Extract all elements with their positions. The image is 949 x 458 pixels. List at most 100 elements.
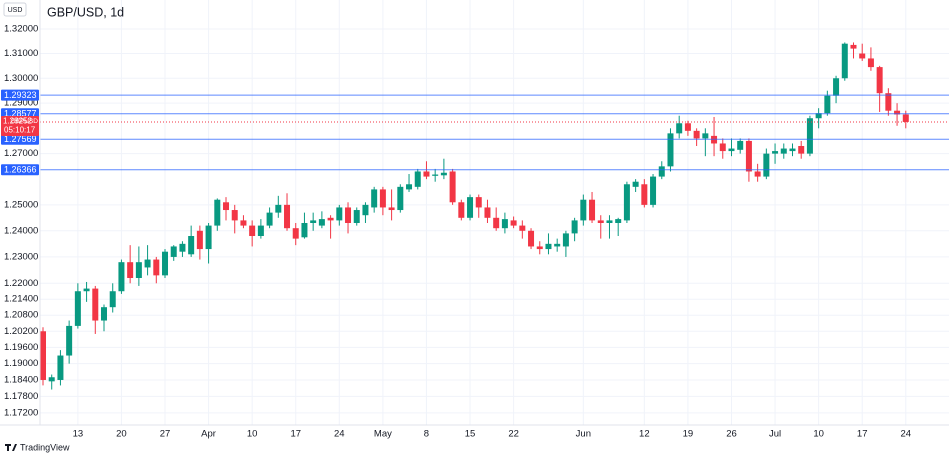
candle-body (353, 210, 360, 223)
candle-body (188, 236, 195, 255)
level-label: 1.28577 (4, 109, 37, 119)
candle-body (589, 199, 596, 221)
candle-body (170, 246, 177, 257)
candle-body (493, 217, 500, 229)
candle-body (606, 220, 613, 223)
candle-body (824, 95, 831, 114)
x-tick-label: 13 (73, 429, 84, 440)
x-tick-label: 17 (290, 429, 301, 440)
candle-body (440, 172, 447, 176)
chart-title: GBP/USD, 1d (47, 5, 124, 19)
x-tick-label: 8 (424, 429, 429, 440)
candle-body (684, 123, 691, 131)
candle-body (327, 217, 334, 221)
candle-body (667, 133, 674, 167)
candle-body (737, 140, 744, 150)
candle-body (867, 58, 874, 68)
candle-body (48, 377, 55, 382)
candle-body (693, 130, 700, 139)
candle-body (501, 219, 508, 229)
x-tick-label: 24 (334, 429, 345, 440)
y-tick-label: 1.23000 (4, 251, 38, 262)
candle-body (414, 171, 421, 187)
candle-body (196, 230, 203, 250)
candle-body (266, 212, 273, 226)
x-tick-label: 24 (900, 429, 911, 440)
candle-body (745, 140, 752, 172)
candle-body (231, 210, 238, 221)
candle-body (109, 291, 116, 308)
candle-body (345, 207, 352, 223)
candle-body (66, 325, 73, 356)
candle-body (458, 202, 465, 218)
candle-body (467, 197, 474, 218)
currency-box (3, 2, 27, 17)
x-tick-label: Jun (576, 429, 591, 440)
candle-body (336, 207, 343, 221)
candle-body (545, 243, 552, 250)
candle-body (249, 225, 256, 237)
candle-body (388, 207, 395, 211)
candle-body (423, 171, 430, 177)
candle-body (780, 148, 787, 154)
x-tick-label: Apr (201, 429, 216, 440)
x-tick-label: 26 (726, 429, 737, 440)
candle-body (798, 146, 805, 154)
candle-body (676, 123, 683, 134)
y-tick-label: 1.21400 (4, 294, 38, 305)
candle-body (510, 220, 517, 226)
candle-body (571, 220, 578, 234)
candle-body (362, 204, 369, 216)
candle-body (57, 355, 64, 380)
candle-body (789, 148, 796, 152)
candle-body (894, 110, 901, 115)
candle-body (153, 259, 160, 276)
logo (5, 444, 17, 451)
countdown: 05:10:17 (4, 126, 36, 135)
x-tick-label: 12 (639, 429, 650, 440)
candle-body (92, 288, 99, 321)
level-label-box (1, 89, 39, 101)
candle-body (284, 204, 291, 229)
candle-body (815, 113, 822, 119)
level-label: 1.27569 (4, 134, 37, 144)
candle-body (318, 219, 325, 226)
y-tick-label: 1.17200 (4, 407, 38, 418)
candle-body (859, 53, 866, 59)
candle-body (772, 151, 779, 154)
candle-body (101, 307, 108, 321)
candle-body (257, 225, 264, 237)
candle-body (275, 204, 282, 213)
x-tick-label: 19 (683, 429, 694, 440)
y-tick-label: 1.31000 (4, 48, 38, 59)
candle-body (623, 184, 630, 221)
candle-body (658, 166, 665, 177)
candle-body (876, 67, 883, 94)
candle-body (728, 148, 735, 152)
candle-body (118, 262, 125, 292)
last-price-symbol: GBPUSD (11, 118, 39, 125)
candle-body (885, 93, 892, 111)
x-tick-label: May (374, 429, 392, 440)
y-tick-label: 1.20800 (4, 310, 38, 321)
candle-body (214, 199, 221, 226)
candle-body (754, 171, 761, 177)
level-label: 1.29323 (4, 90, 37, 100)
candle-body (650, 176, 657, 205)
candle-body (554, 243, 561, 247)
candle-body (702, 133, 709, 139)
candle-body (475, 197, 482, 208)
x-tick-label: 17 (857, 429, 868, 440)
candle-body (292, 228, 299, 239)
candle-body (536, 246, 543, 250)
watermark: TradingView (20, 442, 70, 452)
y-tick-label: 1.19000 (4, 358, 38, 369)
candle-body (40, 331, 46, 380)
price-axis (0, 0, 40, 425)
candle-body (301, 222, 308, 238)
candles (40, 42, 909, 390)
candle-body (162, 251, 169, 276)
x-tick-label: 27 (160, 429, 171, 440)
